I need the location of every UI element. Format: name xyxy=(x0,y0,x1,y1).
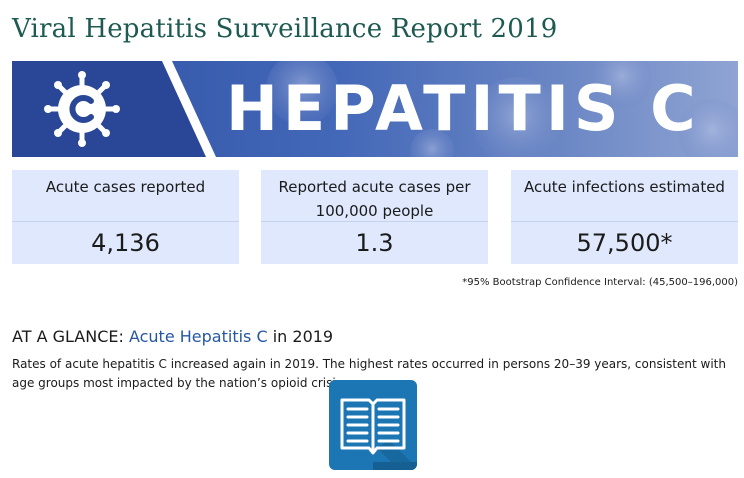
hero-banner: HEPATITIS C xyxy=(12,61,738,157)
stat-label: Acute cases reported xyxy=(45,178,206,196)
banner-title: HEPATITIS C xyxy=(226,72,701,145)
open-book-icon[interactable] xyxy=(329,380,417,470)
stat-label: Acute infections estimated xyxy=(524,178,725,196)
stat-label: Reported acute cases per 100,000 people xyxy=(278,178,471,220)
glance-text: Rates of acute hepatitis C increased aga… xyxy=(12,357,726,390)
confidence-footnote: *95% Bootstrap Confidence Interval: (45,… xyxy=(462,277,738,288)
page-title: Viral Hepatitis Surveillance Report 2019 xyxy=(12,14,558,44)
glance-suffix: in 2019 xyxy=(267,327,334,346)
glance-prefix: AT A GLANCE: xyxy=(12,327,129,346)
glance-heading: AT A GLANCE: Acute Hepatitis C in 2019 xyxy=(12,327,333,346)
stat-value: 57,500* xyxy=(576,229,673,257)
stat-value: 1.3 xyxy=(355,229,394,257)
virus-c-icon xyxy=(44,71,120,147)
stat-value: 4,136 xyxy=(91,229,160,257)
open-book-graphic xyxy=(340,398,417,470)
stat-card-rate: Reported acute cases per 100,000 people … xyxy=(261,170,488,264)
stats-row: Acute cases reported 4,136 Reported acut… xyxy=(12,170,738,264)
stat-card-estimated: Acute infections estimated 57,500* xyxy=(511,170,738,264)
stat-card-acute-cases: Acute cases reported 4,136 xyxy=(12,170,239,264)
acute-hepatitis-c-link[interactable]: Acute Hepatitis C xyxy=(128,327,268,346)
